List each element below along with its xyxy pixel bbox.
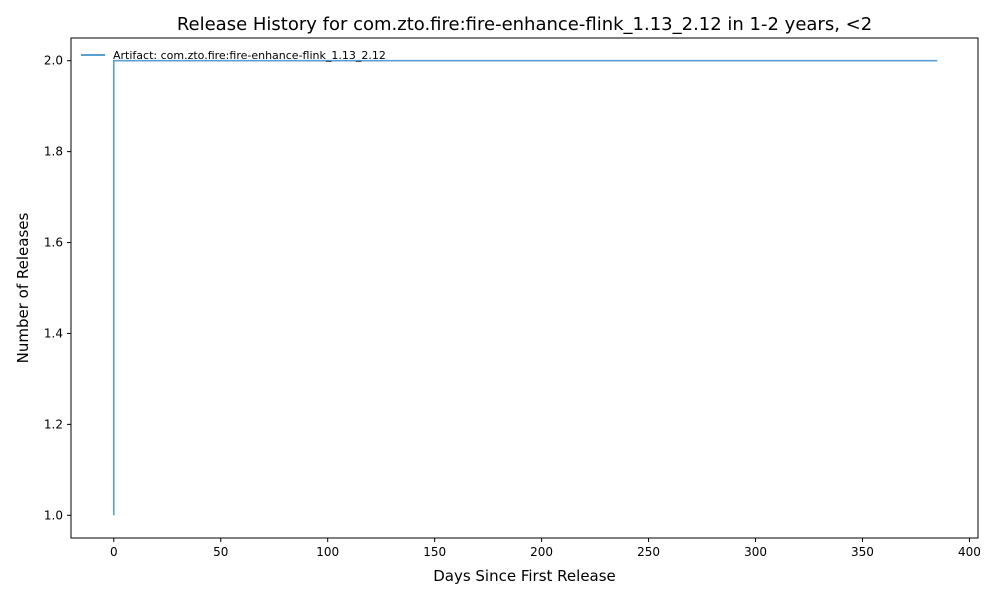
legend-label: Artifact: com.zto.fire:fire-enhance-flin… — [113, 49, 386, 62]
y-axis-ticks: 1.0 1.2 1.4 1.6 1.8 2.0 — [44, 54, 71, 522]
y-tick-label: 1.6 — [44, 236, 63, 250]
y-tick-label: 1.2 — [44, 417, 63, 431]
x-axis-label: Days Since First Release — [433, 567, 616, 585]
y-tick-label: 1.4 — [44, 326, 63, 340]
x-tick-label: 100 — [316, 545, 339, 559]
x-tick-label: 350 — [851, 545, 874, 559]
x-axis-ticks: 0 50 100 150 200 250 300 350 400 — [110, 538, 981, 559]
x-tick-label: 50 — [213, 545, 228, 559]
y-axis-label: Number of Releases — [14, 212, 32, 363]
y-tick-label: 1.8 — [44, 145, 63, 159]
x-tick-label: 200 — [530, 545, 553, 559]
series-line — [112, 59, 938, 516]
x-tick-label: 150 — [423, 545, 446, 559]
chart-title: Release History for com.zto.fire:fire-en… — [177, 14, 872, 35]
x-tick-label: 400 — [958, 545, 981, 559]
x-tick-label: 250 — [637, 545, 660, 559]
x-tick-label: 0 — [110, 545, 118, 559]
plot-area-frame — [70, 37, 979, 539]
x-tick-label: 300 — [744, 545, 767, 559]
y-tick-label: 2.0 — [44, 54, 63, 68]
legend: Artifact: com.zto.fire:fire-enhance-flin… — [81, 49, 386, 62]
series-layer — [112, 59, 938, 516]
y-tick-label: 1.0 — [44, 508, 63, 522]
